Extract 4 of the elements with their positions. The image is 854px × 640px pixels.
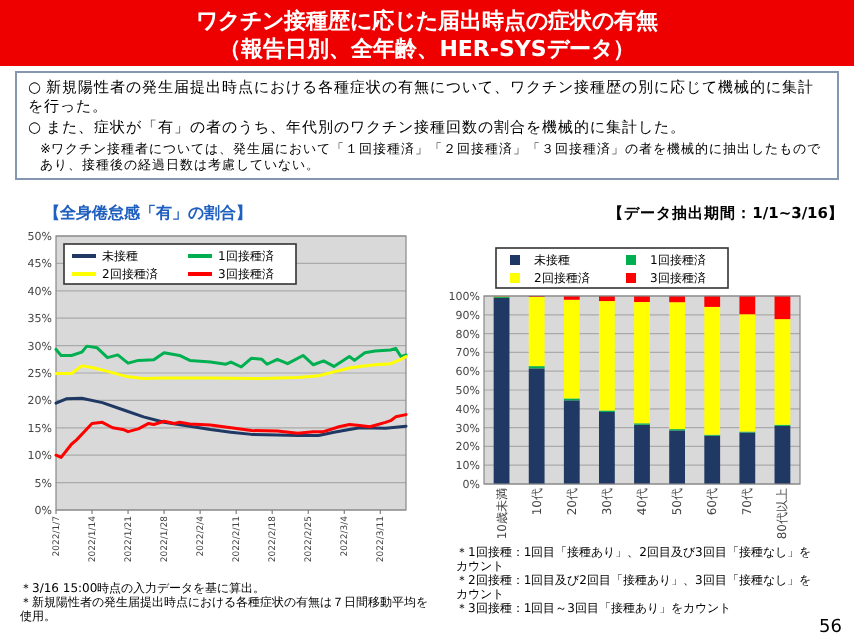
text: （報告日別、全年齢、HER-SYSデータ） [219,36,635,62]
text: ワクチン接種歴に応じた届出時点の症状の有無 [196,8,658,34]
chart-title: 【全身倦怠感「有」の割合】 [44,204,252,222]
text: 56 [819,618,843,638]
